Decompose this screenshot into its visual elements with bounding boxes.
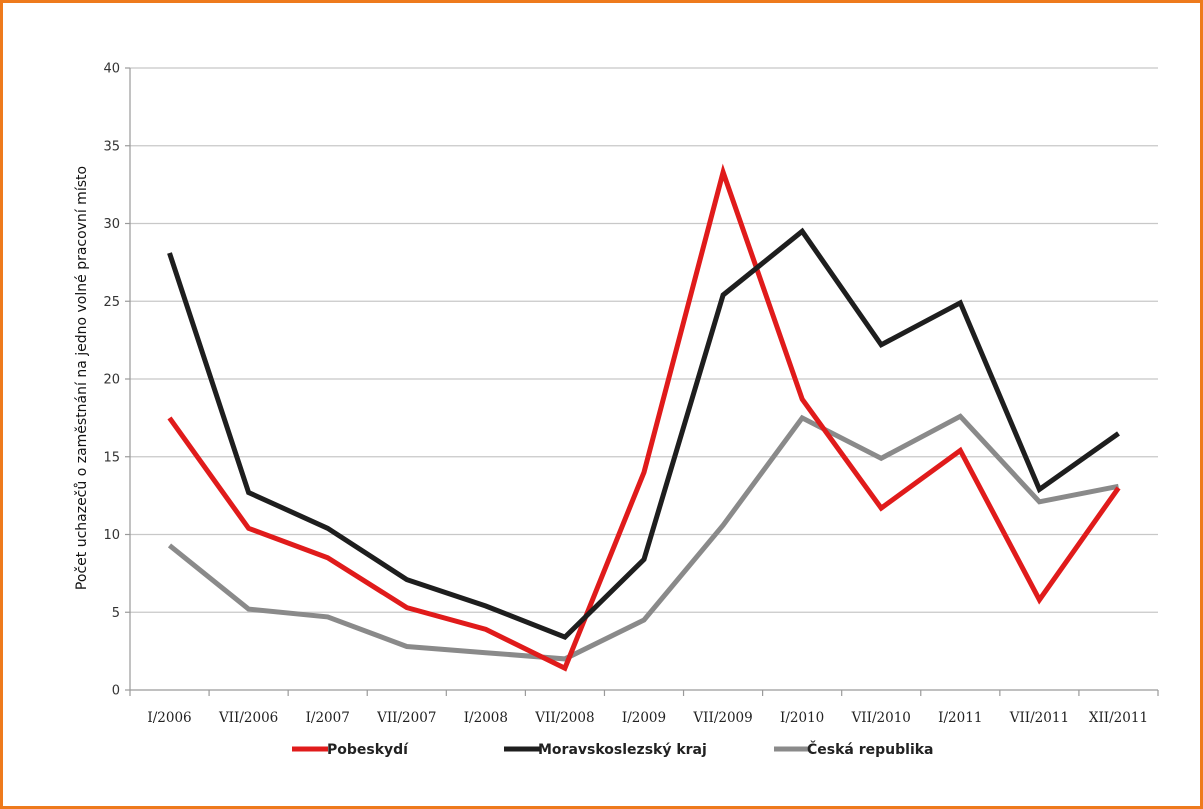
series-line-2 xyxy=(167,413,1119,662)
y-tick-label: 40 xyxy=(103,62,120,77)
y-tick-labels: 0 5 10 15 20 25 30 35 40 xyxy=(103,62,120,699)
y-tick-label: 20 xyxy=(103,373,120,388)
x-tick-label: XII/2011 xyxy=(1089,710,1148,726)
x-tick-labels: I/2006 VII/2006 I/2007 VII/2007 I/2008 VII/20… xyxy=(147,710,1148,726)
x-tick-label: VII/2011 xyxy=(1009,710,1069,726)
x-tick-label: I/2009 xyxy=(622,710,666,726)
y-tick-label: 5 xyxy=(112,606,120,621)
x-tick-label: I/2007 xyxy=(306,710,350,726)
series-line-1 xyxy=(167,227,1120,641)
x-tick-label: I/2010 xyxy=(780,710,824,726)
x-tick-label: VII/2008 xyxy=(534,710,594,726)
series-line-0 xyxy=(167,163,1121,672)
legend-label-2: Česká republika xyxy=(807,740,934,758)
y-tick-label: 15 xyxy=(103,450,120,465)
axes xyxy=(125,67,1159,696)
y-axis-label: Počet uchazečů o zaměstnání na jedno vol… xyxy=(74,166,90,590)
x-tick-label: I/2011 xyxy=(938,710,982,726)
y-tick-label: 25 xyxy=(103,295,120,310)
y-tick-label: 10 xyxy=(103,528,120,543)
y-tick-label: 0 xyxy=(112,684,120,699)
y-tick-label: 30 xyxy=(103,217,120,232)
series-lines xyxy=(167,163,1121,672)
x-tick-label: VII/2009 xyxy=(692,710,752,726)
x-tick-label: VII/2006 xyxy=(218,710,278,726)
legend: Pobeskydí Moravskoslezský kraj Česká repub… xyxy=(292,740,934,758)
legend-label-0: Pobeskydí xyxy=(327,742,409,758)
y-tick-label: 35 xyxy=(103,139,120,154)
x-tick-label: VII/2010 xyxy=(851,710,911,726)
x-tick-label: I/2006 xyxy=(147,710,191,726)
x-tick-label: VII/2007 xyxy=(376,710,436,726)
x-tick-label: I/2008 xyxy=(464,710,508,726)
legend-label-1: Moravskoslezský kraj xyxy=(538,742,707,758)
grid-lines xyxy=(130,67,1158,613)
